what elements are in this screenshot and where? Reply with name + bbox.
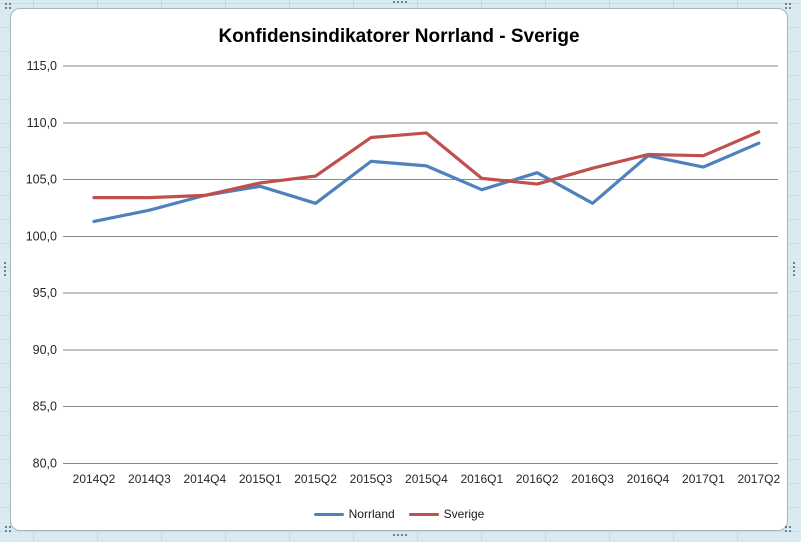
- selection-handle-top-center[interactable]: [393, 1, 407, 3]
- x-axis-label: 2015Q4: [405, 472, 448, 486]
- y-axis-label: 100,0: [26, 229, 57, 243]
- legend-item-sverige[interactable]: Sverige: [408, 507, 485, 521]
- selection-handle-left-middle[interactable]: [4, 262, 6, 276]
- selection-handle-right-middle[interactable]: [793, 262, 795, 276]
- sverige-series-line[interactable]: [92, 130, 761, 200]
- chart-object[interactable]: Konfidensindikatorer Norrland - Sverige …: [10, 8, 788, 531]
- x-axis-label: 2014Q4: [183, 472, 226, 486]
- selection-handle-top-right[interactable]: [785, 3, 791, 9]
- chart-legend[interactable]: Norrland Sverige: [11, 504, 787, 524]
- legend-label-sverige: Sverige: [443, 507, 485, 521]
- plot-area: 115,0 110,0 105,0 100,0 95,0 90,0 85,0 80,0 2014…: [26, 59, 781, 486]
- x-axis-label: 2015Q1: [239, 472, 282, 486]
- legend-label-norrland: Norrland: [348, 507, 395, 521]
- x-axis-label: 2016Q4: [627, 472, 670, 486]
- x-axis-label: 2014Q2: [73, 472, 116, 486]
- x-axis-label: 2015Q2: [294, 472, 337, 486]
- selection-handle-bottom-right[interactable]: [785, 526, 791, 532]
- legend-item-norrland[interactable]: Norrland: [313, 507, 395, 521]
- y-axis-label: 90,0: [33, 343, 57, 357]
- x-axis-label: 2014Q3: [128, 472, 171, 486]
- x-axis-label: 2016Q1: [460, 472, 503, 486]
- norrland-line-swatch: [313, 512, 344, 516]
- selection-handle-bottom-left[interactable]: [5, 526, 11, 532]
- x-axis-label: 2015Q3: [350, 472, 393, 486]
- y-axis-label: 115,0: [27, 59, 57, 73]
- chart-title: Konfidensindikatorer Norrland - Sverige: [218, 26, 580, 47]
- sverige-line-swatch: [408, 512, 439, 516]
- x-axis-label: 2016Q3: [571, 472, 614, 486]
- y-axis-label: 105,0: [26, 173, 57, 187]
- x-axis-label: 2017Q2: [737, 472, 780, 486]
- selection-handle-bottom-center[interactable]: [393, 534, 407, 536]
- y-axis-label: 85,0: [33, 400, 57, 414]
- y-axis-label: 80,0: [33, 456, 57, 470]
- selection-handle-top-left[interactable]: [5, 3, 11, 9]
- y-axis-label: 95,0: [33, 286, 57, 300]
- x-axis-label: 2017Q1: [682, 472, 725, 486]
- x-axis-label: 2016Q2: [516, 472, 559, 486]
- y-axis-label: 110,0: [27, 116, 57, 130]
